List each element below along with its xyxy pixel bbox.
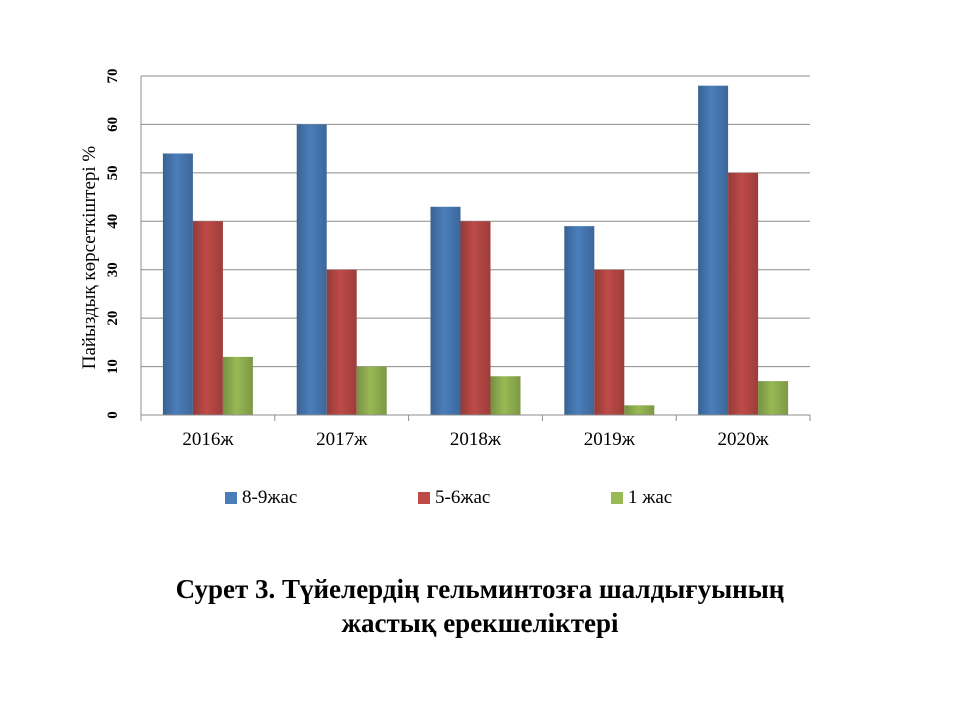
legend-label-series-3: 1 жас bbox=[628, 487, 673, 508]
x-tick-label-2019ж: 2019ж bbox=[584, 429, 636, 450]
x-tick-label-2018ж: 2018ж bbox=[450, 429, 502, 450]
legend-swatch-series-3 bbox=[611, 492, 623, 504]
bar-2019ж-8-9жас bbox=[564, 226, 595, 415]
caption-line-1: Сурет 3. Түйелердің гельминтозға шалдығу… bbox=[175, 574, 785, 604]
legend-label-series-1: 8-9жас bbox=[242, 487, 298, 508]
y-tick-label-10: 10 bbox=[105, 359, 121, 374]
legend-swatch-series-2 bbox=[418, 492, 430, 504]
legend-item-series-3: 1 жас bbox=[611, 483, 672, 513]
y-axis-title: Пайыздық көрсеткіштері % bbox=[79, 146, 100, 370]
legend-item-series-1: 8-9жас bbox=[225, 483, 297, 513]
bar-2020ж-1 жас bbox=[758, 381, 789, 415]
y-tick-label-30: 30 bbox=[105, 262, 121, 277]
bar-2018ж-5-6жас bbox=[460, 221, 491, 415]
legend-swatch-series-1 bbox=[225, 492, 237, 504]
x-tick-label-2016ж: 2016ж bbox=[182, 429, 234, 450]
bar-2020ж-8-9жас bbox=[698, 85, 729, 415]
x-tick-label-2020ж: 2020ж bbox=[718, 429, 770, 450]
bar-2016ж-8-9жас bbox=[162, 153, 193, 415]
caption-line-2: жастық ерекшеліктері bbox=[341, 608, 619, 638]
bar-2017ж-1 жас bbox=[356, 366, 387, 415]
y-tick-label-50: 50 bbox=[105, 165, 121, 180]
y-tick-label-60: 60 bbox=[105, 117, 121, 132]
bar-2018ж-8-9жас bbox=[430, 206, 461, 415]
bar-2016ж-5-6жас bbox=[192, 221, 223, 415]
y-tick-label-70: 70 bbox=[105, 69, 121, 84]
bar-2019ж-5-6жас bbox=[594, 269, 625, 415]
bar-2016ж-1 жас bbox=[222, 356, 253, 415]
bar-2017ж-5-6жас bbox=[326, 269, 357, 415]
bar-2019ж-1 жас bbox=[624, 405, 655, 415]
y-tick-label-20: 20 bbox=[105, 311, 121, 326]
x-tick-label-2017ж: 2017ж bbox=[316, 429, 368, 450]
y-tick-label-40: 40 bbox=[105, 214, 121, 229]
y-tick-label-0: 0 bbox=[105, 411, 121, 419]
legend-label-series-2: 5-6жас bbox=[435, 487, 491, 508]
bar-chart: 0 10 20 30 40 50 60 70 2016ж 2017ж 2018ж 2019ж 2020ж… bbox=[79, 69, 811, 450]
bar-2017ж-8-9жас bbox=[296, 124, 327, 415]
bar-2020ж-5-6жас bbox=[728, 172, 759, 415]
legend-item-series-2: 5-6жас bbox=[418, 483, 490, 513]
chart-legend: 8-9жас 5-6жас 1 жас bbox=[0, 483, 960, 513]
bar-2018ж-1 жас bbox=[490, 376, 521, 415]
figure-caption: Сурет 3. Түйелердің гельминтозға шалдығу… bbox=[0, 572, 960, 640]
